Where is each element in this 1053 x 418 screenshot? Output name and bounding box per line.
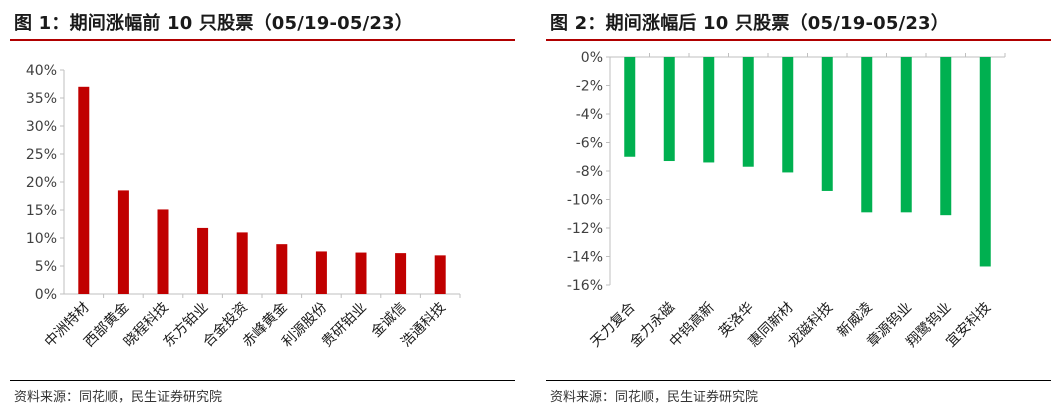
- bar: [315, 251, 327, 294]
- bar: [117, 190, 129, 294]
- y-tick-label: 0%: [35, 287, 57, 303]
- bar: [821, 57, 833, 191]
- title-divider: [546, 39, 1051, 41]
- bar: [663, 57, 675, 162]
- y-tick-label: -16%: [567, 278, 603, 294]
- losers-bar-chart: 0%-2%-4%-6%-8%-10%-12%-14%-16%天力复合金力永磁中钨…: [567, 50, 1006, 350]
- y-tick-label: 25%: [26, 147, 57, 163]
- source-divider: [546, 380, 1051, 381]
- y-tick-label: -10%: [567, 193, 603, 209]
- bar: [355, 252, 367, 294]
- bar: [157, 209, 169, 294]
- y-tick-label: -8%: [576, 164, 603, 180]
- y-tick-label: 35%: [26, 91, 57, 107]
- bar: [782, 57, 794, 173]
- bar: [703, 57, 715, 163]
- source-note: 资料来源：同花顺，民生证券研究院: [14, 390, 223, 405]
- chart-panel-top-gainers: 图 1：期间涨幅前 10 只股票（05/19-05/23） 0% 5% 10% 15%…: [0, 0, 520, 418]
- bar: [395, 253, 407, 294]
- y-tick-label: 5%: [35, 259, 57, 275]
- bar: [940, 57, 952, 216]
- y-tick-label: -2%: [576, 79, 603, 95]
- bar: [276, 244, 288, 294]
- source-note: 资料来源：同花顺，民生证券研究院: [550, 390, 759, 405]
- bar: [900, 57, 912, 213]
- y-tick-label: 0%: [581, 50, 603, 66]
- y-tick-label: -14%: [567, 250, 603, 266]
- y-tick-label: 40%: [26, 63, 57, 79]
- bar: [197, 227, 209, 294]
- gainers-bar-chart: 0%5%10%15%20%25%30%35%40%中洲特材西部黄金晓程科技东方铂…: [26, 63, 461, 350]
- y-tick-label: -4%: [576, 107, 603, 123]
- bar: [742, 57, 754, 167]
- title-divider: [10, 39, 515, 41]
- bar: [979, 57, 991, 267]
- bar: [861, 57, 873, 213]
- y-tick-label: 10%: [26, 231, 57, 247]
- y-tick-label: 30%: [26, 119, 57, 135]
- chart-title: 图 1：期间涨幅前 10 只股票（05/19-05/23）: [14, 13, 413, 34]
- y-tick-label: 20%: [26, 175, 57, 191]
- chart-title: 图 2：期间涨幅后 10 只股票（05/19-05/23）: [550, 13, 949, 34]
- source-divider: [10, 380, 515, 381]
- y-tick-label: -12%: [567, 221, 603, 237]
- bar: [434, 255, 446, 294]
- y-tick-label: 15%: [26, 203, 57, 219]
- y-tick-label: -6%: [576, 136, 603, 152]
- bar: [236, 232, 248, 294]
- chart-panel-top-losers: 图 2：期间涨幅后 10 只股票（05/19-05/23） 0% -2% -4% -6…: [540, 0, 1053, 418]
- bar: [624, 57, 636, 157]
- bar: [78, 86, 90, 294]
